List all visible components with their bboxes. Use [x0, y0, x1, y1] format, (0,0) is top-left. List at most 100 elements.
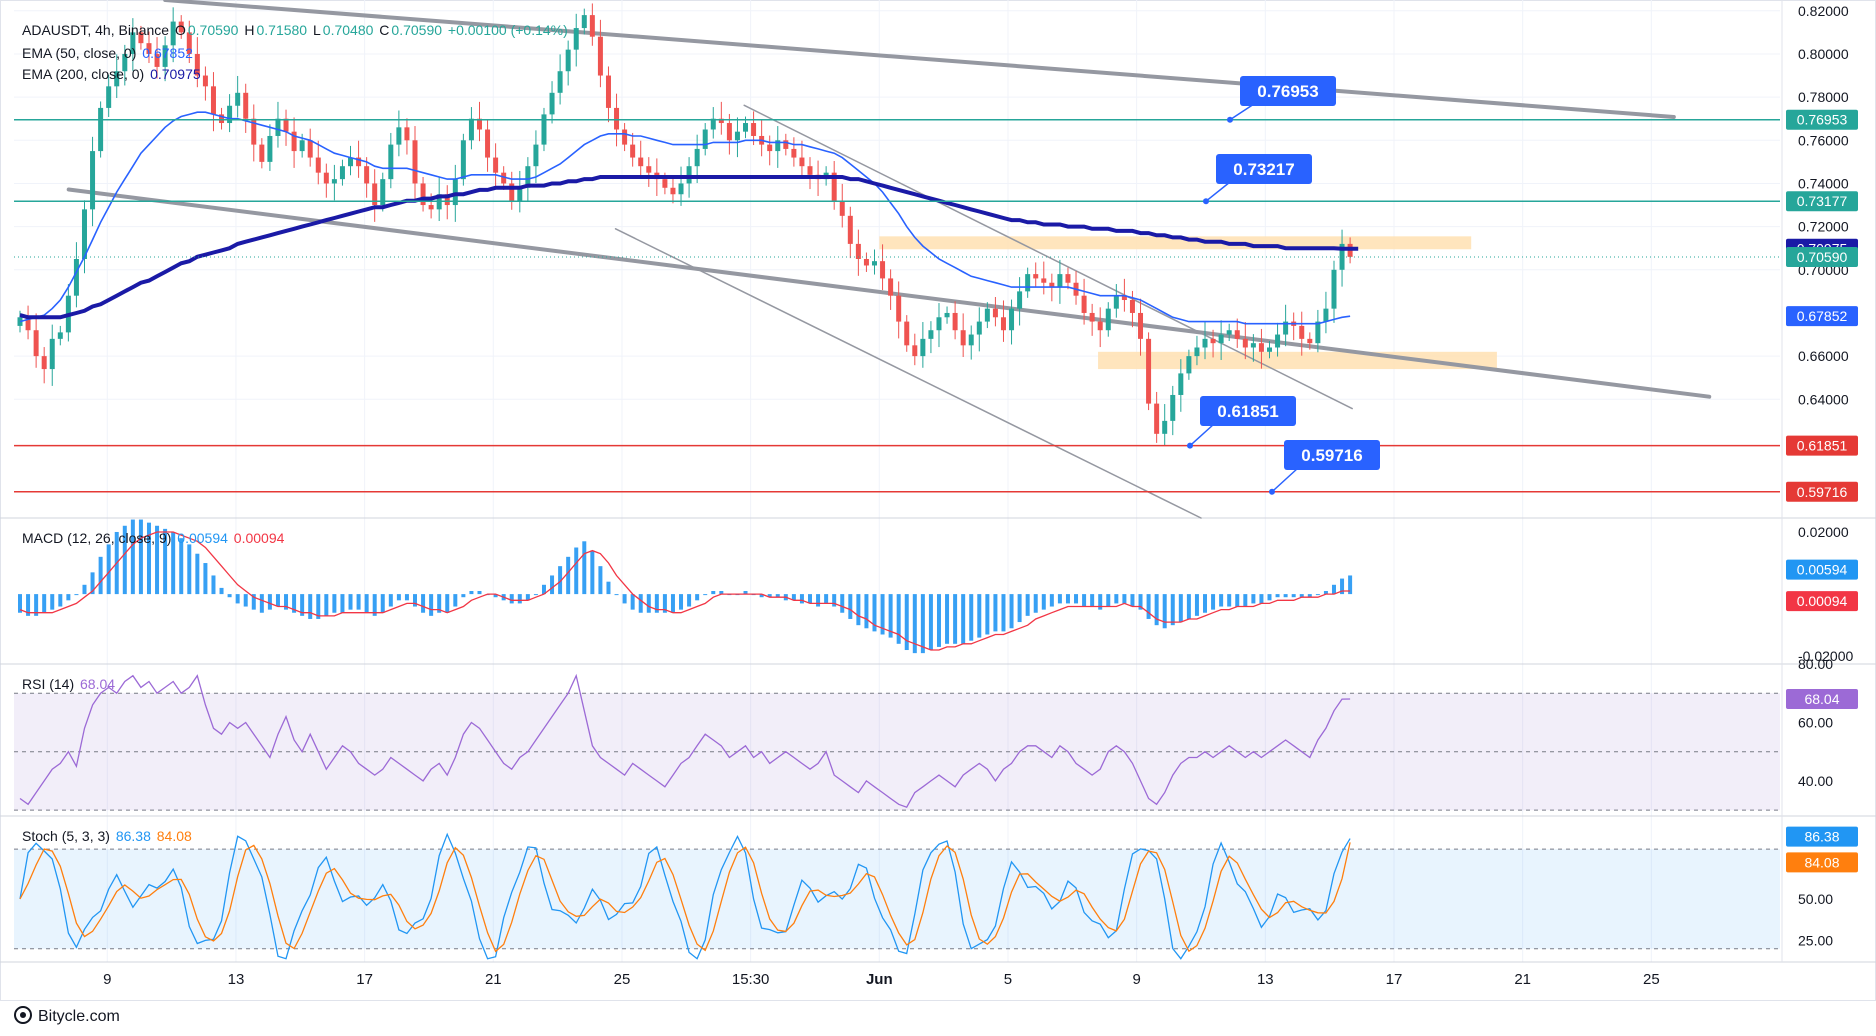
candle-body	[783, 140, 789, 149]
macd-label: MACD (12, 26, close, 9)	[22, 530, 172, 546]
macd-signal-line	[19, 531, 1351, 651]
macd-histogram-bar	[977, 594, 982, 638]
candle-body	[775, 140, 781, 152]
macd-histogram-bar	[404, 594, 409, 601]
candle	[670, 176, 676, 204]
change-value: +0.00100 (+0.14%)	[447, 22, 568, 38]
candle-body	[517, 187, 523, 201]
macd-tick-label: 0.02000	[1798, 524, 1849, 540]
low-value: 0.70480	[322, 22, 374, 38]
price-tick-label: 0.66000	[1798, 348, 1849, 364]
macd-histogram-bar	[437, 594, 442, 613]
candle	[1105, 302, 1111, 337]
date-tick-label: 21	[485, 971, 502, 988]
macd-histogram-bar	[590, 550, 595, 595]
candle-body	[702, 129, 708, 149]
macd-histogram-bar	[26, 594, 31, 616]
level-axis-text: 0.73177	[1797, 193, 1848, 209]
candle-body	[1041, 278, 1047, 283]
candle	[485, 120, 491, 172]
candle-body	[1057, 274, 1063, 288]
macd-histogram-bar	[848, 594, 853, 619]
date-tick-label: 13	[1257, 971, 1274, 988]
macd-histogram-bar	[687, 594, 692, 607]
candle-body	[1299, 325, 1305, 339]
candle-body	[460, 140, 466, 180]
candle-body	[1307, 338, 1313, 344]
stoch-label: Stoch (5, 3, 3)	[22, 828, 110, 844]
macd-histogram-bar	[1009, 594, 1014, 629]
candle-body	[1033, 274, 1039, 279]
candle-body	[936, 317, 942, 331]
macd-histogram-bar	[1178, 594, 1183, 623]
macd-histogram-bar	[413, 594, 418, 607]
candle-body	[1226, 330, 1232, 335]
candle	[557, 54, 563, 105]
level-axis-badge	[1786, 109, 1858, 130]
macd-histogram-bar	[1227, 594, 1232, 607]
footer-brand[interactable]: Bitycle.com	[14, 1006, 120, 1026]
candle-body	[41, 356, 47, 370]
macd-histogram-bar	[558, 566, 563, 595]
candle	[1170, 385, 1176, 436]
candle	[863, 252, 869, 272]
candle-body	[573, 28, 579, 50]
candle-body	[1186, 356, 1192, 374]
stoch-d-line	[19, 842, 1351, 953]
candle-body	[106, 86, 112, 108]
macd-axis-badge	[1786, 591, 1858, 612]
candle	[646, 157, 652, 187]
macd-histogram-bar	[614, 594, 619, 596]
macd-histogram-bar	[340, 594, 345, 613]
level-callout	[1216, 154, 1312, 184]
macd-histogram-bar	[525, 594, 530, 601]
candle-body	[194, 53, 200, 76]
level-axis-text: 0.76953	[1797, 112, 1848, 128]
macd-histogram-bar	[130, 519, 135, 595]
macd-histogram-bar	[461, 594, 466, 598]
candle-body	[372, 183, 378, 206]
macd-histogram-bar	[791, 594, 796, 601]
candle-body	[614, 107, 620, 130]
macd-histogram-bar	[703, 594, 708, 596]
candle	[1331, 260, 1337, 323]
macd-histogram-bar	[300, 594, 305, 616]
candle	[1009, 299, 1015, 345]
candle-body	[718, 118, 724, 124]
date-axis: 9 13 17 21 25 15:30 Jun 5 9 13 17 21 25	[103, 0, 1660, 988]
candle	[928, 321, 934, 354]
candle-body	[364, 166, 370, 184]
candle	[1186, 349, 1192, 380]
macd-histogram-bar	[582, 541, 587, 595]
macd-histogram-bar	[662, 594, 667, 613]
candle	[380, 172, 386, 212]
macd-histogram-bar	[50, 594, 55, 610]
candle-body	[920, 338, 926, 357]
price-axis-badge-text: 0.67852	[1797, 308, 1848, 324]
high-value: 0.71580	[256, 22, 308, 38]
macd-histogram-bar	[679, 594, 684, 610]
macd-histogram-bar	[66, 594, 71, 601]
candle	[202, 66, 208, 101]
macd-histogram-bar	[654, 594, 659, 613]
macd-histogram-bar	[356, 594, 361, 610]
candle	[1162, 404, 1168, 446]
high-label: H	[244, 22, 255, 38]
trendline	[743, 104, 1353, 410]
candle-body	[638, 157, 644, 167]
candle-body	[202, 75, 208, 87]
candle-body	[1331, 269, 1337, 309]
candle-body	[605, 75, 611, 108]
macd-histogram-bar	[1025, 594, 1030, 616]
macd-histogram-bar	[1033, 594, 1038, 613]
price-tick-label: 0.64000	[1798, 391, 1849, 407]
candle	[178, 15, 184, 39]
candle	[1138, 298, 1144, 356]
candle-body	[219, 114, 225, 124]
macd-histogram-bar	[18, 594, 22, 613]
macd-histogram-bar	[284, 594, 289, 610]
candle-body	[73, 259, 79, 296]
candle	[33, 313, 39, 368]
candle-body	[396, 127, 402, 145]
